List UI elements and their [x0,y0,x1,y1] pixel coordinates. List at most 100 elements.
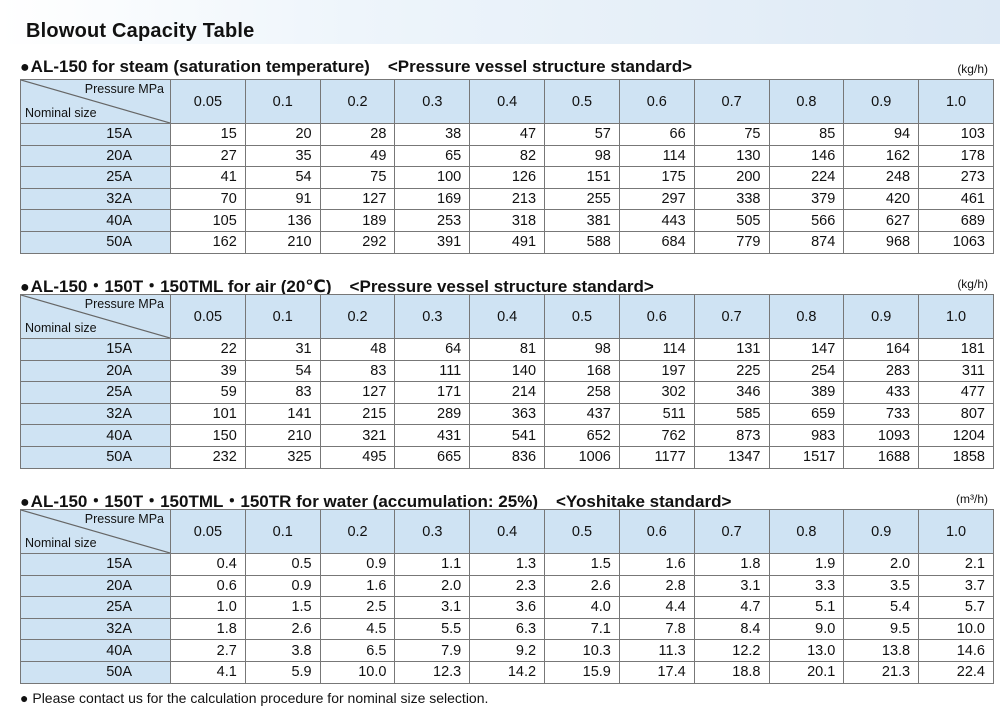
capacity-value-cell: 175 [618,166,695,189]
capacity-value-cell: 75 [693,123,770,146]
capacity-value-cell: 684 [618,230,695,254]
capacity-value-cell: 3.8 [244,639,321,662]
capacity-value-cell: 338 [693,187,770,211]
capacity-value-cell: 101 [170,402,246,426]
capacity-value-cell: 1347 [693,445,770,469]
pressure-column-header: 0.1 [244,294,321,339]
capacity-value-cell: 210 [244,424,321,447]
capacity-value-cell: 585 [693,402,770,426]
capacity-value-cell: 11.3 [618,639,695,662]
capacity-value-cell: 3.7 [918,574,994,598]
nominal-size-cell: 20A [20,359,171,383]
capacity-value-cell: 98 [544,144,620,168]
capacity-value-cell: 151 [544,166,620,189]
capacity-value-cell: 1.5 [544,553,620,576]
capacity-value-cell: 8.4 [693,617,770,641]
capacity-value-cell: 39 [170,359,246,383]
capacity-value-cell: 5.5 [394,617,471,641]
capacity-value-cell: 1.6 [319,574,396,598]
nominal-size-cell: 50A [20,660,171,684]
capacity-value-cell: 1204 [918,424,994,447]
nominal-size-cell: 50A [20,230,171,254]
nominal-size-cell: 20A [20,574,171,598]
capacity-value-cell: 495 [319,445,396,469]
capacity-value-cell: 2.0 [843,553,920,576]
capacity-value-cell: 6.3 [469,617,546,641]
corner-header-cell: Pressure MPa Nominal size [20,509,171,554]
capacity-value-cell: 253 [394,209,471,232]
capacity-value-cell: 9.2 [469,639,546,662]
capacity-value-cell: 70 [170,187,246,211]
capacity-value-cell: 1517 [768,445,845,469]
unit-label-2: (kg/h) [957,277,988,291]
capacity-value-cell: 311 [918,359,994,383]
capacity-value-cell: 4.5 [319,617,396,641]
capacity-value-cell: 75 [319,166,396,189]
pressure-column-header: 1.0 [918,79,994,124]
capacity-value-cell: 541 [469,424,546,447]
capacity-value-cell: 1177 [618,445,695,469]
capacity-value-cell: 35 [244,144,321,168]
capacity-value-cell: 325 [244,445,321,469]
capacity-value-cell: 171 [394,381,471,404]
capacity-value-cell: 836 [469,445,546,469]
capacity-value-cell: 1.5 [244,596,321,619]
capacity-value-cell: 10.3 [544,639,620,662]
pressure-column-header: 0.7 [693,294,770,339]
table-row: 15A 0.4 0.5 0.9 1.1 1.3 1.5 1.6 1.8 1.9 2.0 2.1 [20,553,994,576]
capacity-value-cell: 511 [618,402,695,426]
capacity-value-cell: 431 [394,424,471,447]
capacity-value-cell: 85 [768,123,845,146]
capacity-value-cell: 983 [768,424,845,447]
capacity-value-cell: 273 [918,166,994,189]
capacity-value-cell: 873 [693,424,770,447]
capacity-value-cell: 22.4 [918,660,994,684]
diagonal-divider [21,80,170,123]
capacity-value-cell: 131 [693,338,770,361]
pressure-header: Pressure MPa [84,297,164,311]
capacity-value-cell: 83 [319,359,396,383]
capacity-value-cell: 477 [918,381,994,404]
capacity-value-cell: 114 [618,338,695,361]
nominal-size-cell: 20A [20,144,171,168]
pressure-column-header: 0.5 [544,509,620,554]
capacity-value-cell: 48 [319,338,396,361]
capacity-value-cell: 302 [618,381,695,404]
capacity-value-cell: 64 [394,338,471,361]
capacity-value-cell: 15 [170,123,246,146]
pressure-column-header: 0.3 [394,294,471,339]
table-row: 25A 41 54 75 100 126 151 175 200 224 248 273 [20,166,994,189]
capacity-value-cell: 0.5 [244,553,321,576]
capacity-value-cell: 21.3 [843,660,920,684]
pressure-column-header: 0.05 [170,509,246,554]
nominal-size-cell: 32A [20,617,171,641]
capacity-value-cell: 874 [768,230,845,254]
capacity-value-cell: 20 [244,123,321,146]
capacity-value-cell: 210 [244,230,321,254]
capacity-value-cell: 6.5 [319,639,396,662]
pressure-column-header: 0.6 [618,79,695,124]
capacity-value-cell: 4.7 [693,596,770,619]
capacity-value-cell: 13.0 [768,639,845,662]
pressure-column-header: 0.05 [170,294,246,339]
pressure-column-header: 0.7 [693,79,770,124]
capacity-value-cell: 254 [768,359,845,383]
corner-header-cell: Pressure MPa Nominal size [20,294,171,339]
capacity-value-cell: 7.1 [544,617,620,641]
capacity-value-cell: 82 [469,144,546,168]
capacity-value-cell: 2.1 [918,553,994,576]
capacity-value-cell: 168 [544,359,620,383]
capacity-value-cell: 3.1 [394,596,471,619]
table-row: 20A 0.6 0.9 1.6 2.0 2.3 2.6 2.8 3.1 3.3 3.5 3.7 [20,574,994,598]
pressure-column-header: 0.2 [319,294,396,339]
capacity-value-cell: 10.0 [918,617,994,641]
capacity-value-cell: 12.2 [693,639,770,662]
capacity-value-cell: 127 [319,381,396,404]
capacity-value-cell: 114 [618,144,695,168]
nominal-size-header: Nominal size [25,536,97,550]
unit-label-3: (m³/h) [956,492,988,506]
capacity-value-cell: 292 [319,230,396,254]
capacity-value-cell: 91 [244,187,321,211]
capacity-value-cell: 164 [843,338,920,361]
capacity-value-cell: 588 [544,230,620,254]
